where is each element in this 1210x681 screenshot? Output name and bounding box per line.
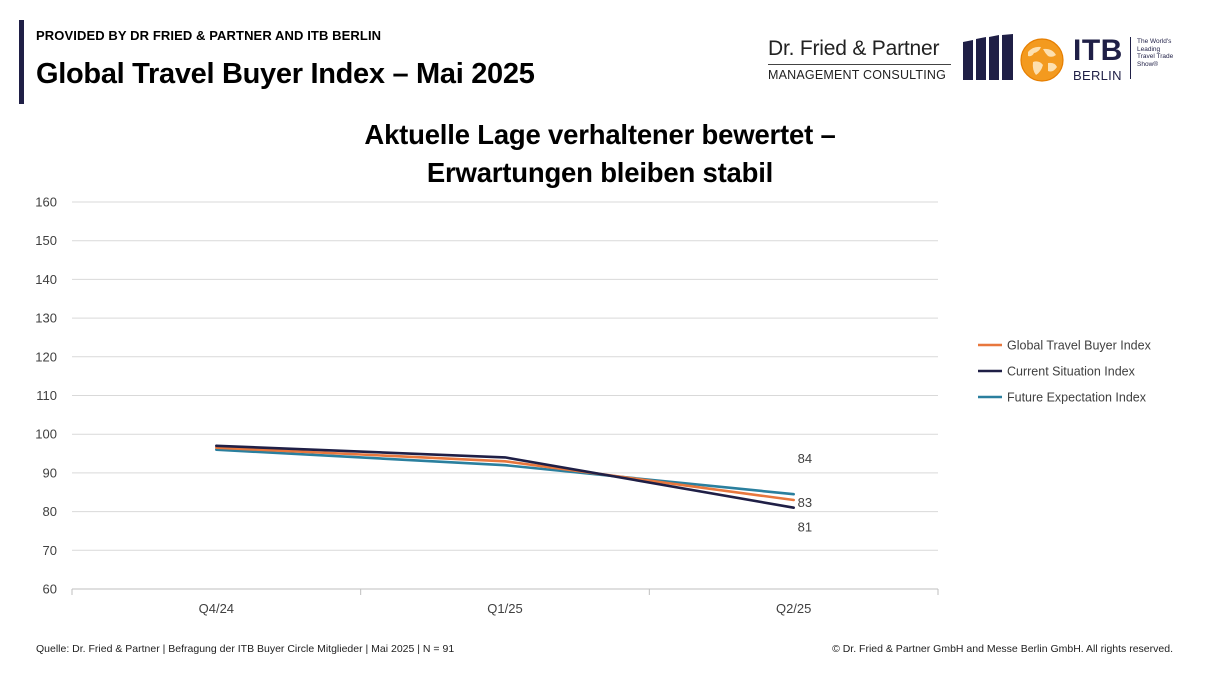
chart-title: Aktuelle Lage verhaltener bewertet – Erw…	[280, 116, 920, 192]
page-title: Global Travel Buyer Index – Mai 2025	[36, 58, 535, 90]
y-tick-label: 120	[35, 349, 57, 364]
footer-copyright: © Dr. Fried & Partner GmbH and Messe Ber…	[832, 643, 1173, 655]
itb-berlin-logo: ITB BERLIN	[1073, 34, 1123, 84]
dr-fried-logo-name: Dr. Fried & Partner	[768, 37, 940, 60]
x-tick-label: Q2/25	[776, 601, 811, 616]
globe-icon	[1020, 38, 1064, 82]
provided-by-label: PROVIDED BY DR FRIED & PARTNER AND ITB B…	[36, 28, 382, 43]
data-label: 81	[798, 520, 812, 535]
y-tick-label: 160	[35, 195, 57, 210]
x-tick-label: Q1/25	[487, 601, 522, 616]
footer-source: Quelle: Dr. Fried & Partner | Befragung …	[36, 643, 455, 655]
legend-label: Future Expectation Index	[1007, 391, 1147, 405]
data-label: 84	[798, 451, 812, 466]
y-tick-label: 80	[43, 504, 57, 519]
y-tick-label: 70	[43, 543, 57, 558]
y-tick-label: 100	[35, 427, 57, 442]
dr-fried-partner-logo: Dr. Fried & Partner MANAGEMENT CONSULTIN…	[768, 38, 958, 82]
itb-tagline: The World's Leading Travel Trade Show®	[1137, 38, 1174, 68]
series-line-future-expectation-index	[215, 448, 796, 496]
y-tick-label: 150	[35, 233, 57, 248]
header-accent-bar	[19, 20, 24, 104]
legend-label: Current Situation Index	[1007, 365, 1136, 379]
itb-logo-city: BERLIN	[1073, 68, 1122, 83]
y-tick-label: 110	[36, 388, 57, 403]
series-line-current-situation-index	[215, 444, 796, 510]
x-tick-label: Q4/24	[199, 601, 234, 616]
series-line-global-travel-buyer-index	[215, 446, 796, 502]
dr-fried-logo-subtitle: MANAGEMENT CONSULTING	[768, 68, 947, 82]
dr-fried-bars-icon	[963, 34, 1013, 80]
legend-label: Global Travel Buyer Index	[1007, 339, 1152, 353]
chart-title-line-1: Aktuelle Lage verhaltener bewertet –	[364, 119, 836, 150]
data-label: 83	[798, 495, 812, 510]
logo-divider	[1130, 37, 1131, 79]
y-tick-label: 130	[35, 311, 57, 326]
y-tick-label: 90	[43, 465, 57, 480]
chart-title-line-2: Erwartungen bleiben stabil	[426, 157, 774, 188]
y-tick-label: 60	[43, 582, 57, 597]
itb-logo-text: ITB	[1073, 34, 1123, 67]
y-tick-label: 140	[35, 272, 57, 287]
